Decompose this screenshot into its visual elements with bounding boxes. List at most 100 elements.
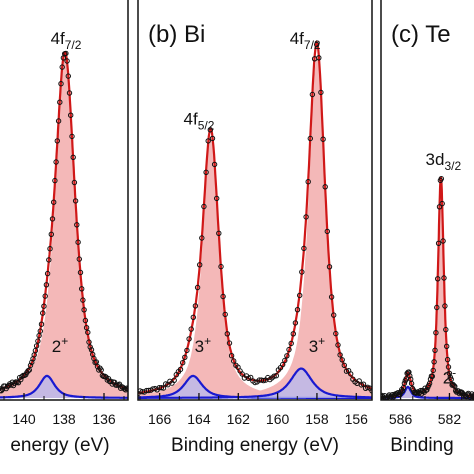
x-tick-label: 166 [148, 411, 172, 427]
data-point [286, 346, 292, 353]
data-point [173, 372, 180, 378]
data-point [197, 262, 203, 268]
peak-label: 3d3/2 [426, 150, 462, 173]
data-point [303, 214, 309, 220]
data-point [430, 367, 436, 374]
data-point [449, 382, 455, 388]
data-point [192, 303, 199, 309]
data-point [214, 195, 220, 202]
data-point [71, 179, 78, 186]
data-point [87, 344, 93, 350]
component-line-minor-1 [138, 367, 372, 399]
data-point [68, 112, 74, 118]
data-point [331, 312, 337, 318]
panel-c-te: 586 582 Binding (c) Te 3d3/2 2- [380, 0, 474, 456]
peak-label: 4f7/2 [290, 29, 321, 52]
data-point [83, 325, 90, 331]
charge-label: 3+ [195, 334, 211, 356]
data-point [125, 386, 128, 392]
data-point [284, 353, 290, 359]
x-tick-label: 140 [12, 411, 36, 427]
peak-label: 4f7/2 [51, 29, 82, 52]
data-point [57, 99, 63, 105]
data-point [188, 326, 194, 332]
data-point [48, 231, 54, 238]
x-tick-label: 138 [52, 411, 76, 427]
data-point [199, 235, 205, 241]
data-point [442, 303, 448, 309]
data-point [33, 343, 40, 349]
data-point [55, 118, 62, 124]
data-point [440, 238, 446, 244]
data-point [54, 138, 60, 144]
data-point [100, 373, 107, 380]
data-point [428, 373, 435, 379]
data-point [437, 177, 444, 184]
x-axis-title: energy (eV) [10, 435, 109, 456]
data-point [203, 169, 209, 176]
component-fill-minor-1 [138, 368, 372, 398]
data-point [405, 369, 411, 375]
data-point [320, 136, 326, 142]
data-point [158, 385, 165, 391]
data-point [290, 331, 296, 337]
data-point [444, 356, 451, 363]
data-point [322, 184, 328, 190]
data-point [81, 307, 87, 313]
data-point [441, 275, 447, 281]
data-point [224, 331, 231, 337]
component-fill-minor-0 [138, 375, 372, 398]
panel-frame [380, 0, 474, 401]
data-point [65, 73, 72, 79]
data-point [218, 263, 224, 270]
x-axis-title: Binding energy (eV) [171, 435, 339, 456]
component-fill-main-0 [138, 136, 372, 398]
data-point [435, 240, 442, 247]
fit-envelope [138, 39, 372, 395]
data-point [99, 372, 106, 379]
data-point [402, 378, 408, 384]
data-point [42, 293, 48, 299]
component-line-minor-0 [0, 374, 128, 399]
data-point [1, 383, 7, 389]
data-point [409, 385, 416, 392]
data-point [273, 373, 279, 379]
panel-b-bi: 166 164 162 160 158 156 Binding energy (eV) (b)… [137, 0, 373, 456]
data-point [439, 200, 445, 207]
data-point [70, 154, 76, 161]
data-point [343, 368, 350, 374]
data-point [184, 347, 190, 354]
data-point [362, 385, 369, 391]
data-point [0, 385, 2, 391]
panel-frame [0, 0, 129, 401]
component-fill-main-0 [0, 55, 128, 398]
data-point [241, 375, 248, 381]
data-point [404, 370, 410, 377]
x-tick-label: 158 [305, 411, 329, 427]
x-axis-title: Binding [390, 435, 453, 456]
data-point [69, 133, 75, 140]
x-tick-label: 164 [187, 411, 211, 427]
data-point [207, 127, 214, 133]
data-point [314, 41, 320, 48]
data-point [301, 245, 307, 252]
data-point [64, 58, 70, 64]
panel-title: (b) Bi [148, 21, 205, 48]
data-point [86, 339, 92, 345]
data-point [77, 269, 84, 276]
data-point [282, 357, 288, 364]
data-point [209, 135, 216, 142]
data-point [35, 338, 41, 344]
data-point [337, 352, 343, 358]
data-point [444, 343, 450, 349]
data-point [182, 354, 188, 360]
data-point [339, 357, 345, 363]
data-point [311, 56, 318, 62]
charge-label: 2+ [52, 334, 68, 356]
data-point [201, 203, 207, 210]
data-point [38, 321, 45, 327]
data-point [85, 329, 91, 336]
data-point [49, 216, 56, 222]
data-point [58, 81, 64, 87]
data-point [51, 199, 57, 205]
